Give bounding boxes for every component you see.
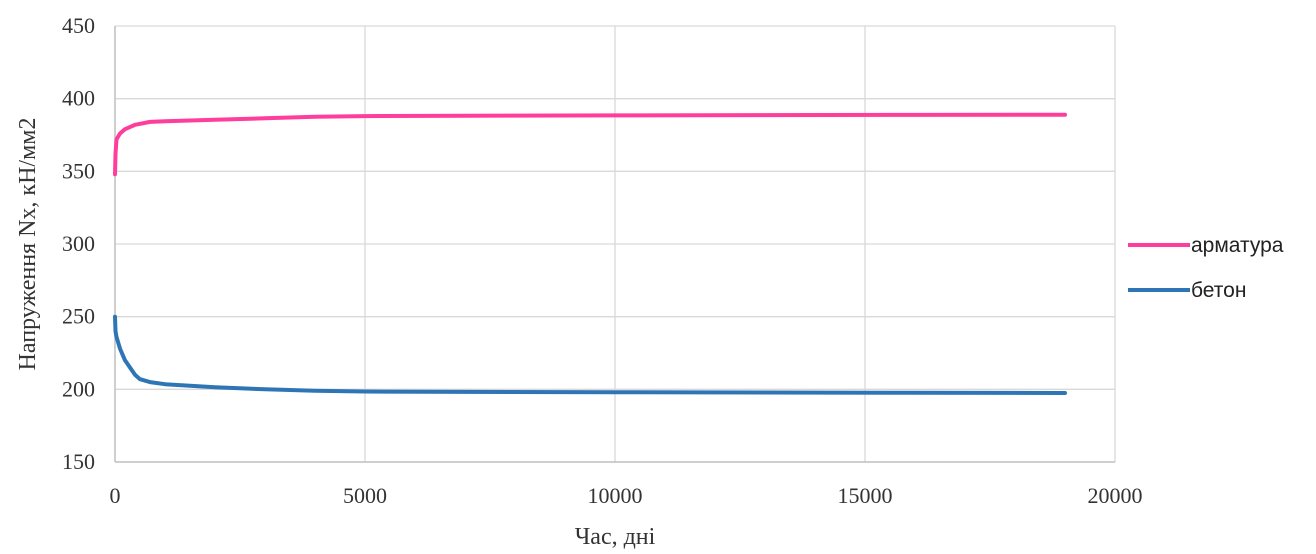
series-line-1 [113,112,1067,177]
series-line-2 [113,314,1067,395]
y-tick-label: 250 [62,304,95,329]
y-tick-labels: 150 200 250 300 350 400 450 [62,13,95,474]
x-tick-label: 20000 [1088,483,1143,508]
y-axis-title: Напруження Nx, кН/мм2 [15,118,41,371]
x-tick-label: 15000 [838,483,893,508]
y-tick-label: 450 [62,13,95,38]
legend-label-2: бетон [1191,279,1246,302]
x-tick-label: 5000 [343,483,387,508]
legend: арматура бетон [1128,234,1284,302]
y-tick-label: 300 [62,231,95,256]
x-axis-title: Час, дні [575,524,656,550]
axes [114,26,1115,463]
x-tick-label: 0 [110,483,121,508]
y-tick-label: 200 [62,376,95,401]
x-tick-labels: 0 5000 10000 15000 20000 [110,483,1143,508]
series-lines [113,112,1067,395]
y-tick-label: 400 [62,86,95,111]
x-tick-label: 10000 [588,483,643,508]
grid-lines [115,25,1116,462]
legend-label-1: арматура [1191,234,1284,257]
y-tick-label: 350 [62,158,95,183]
y-tick-label: 150 [62,449,95,474]
